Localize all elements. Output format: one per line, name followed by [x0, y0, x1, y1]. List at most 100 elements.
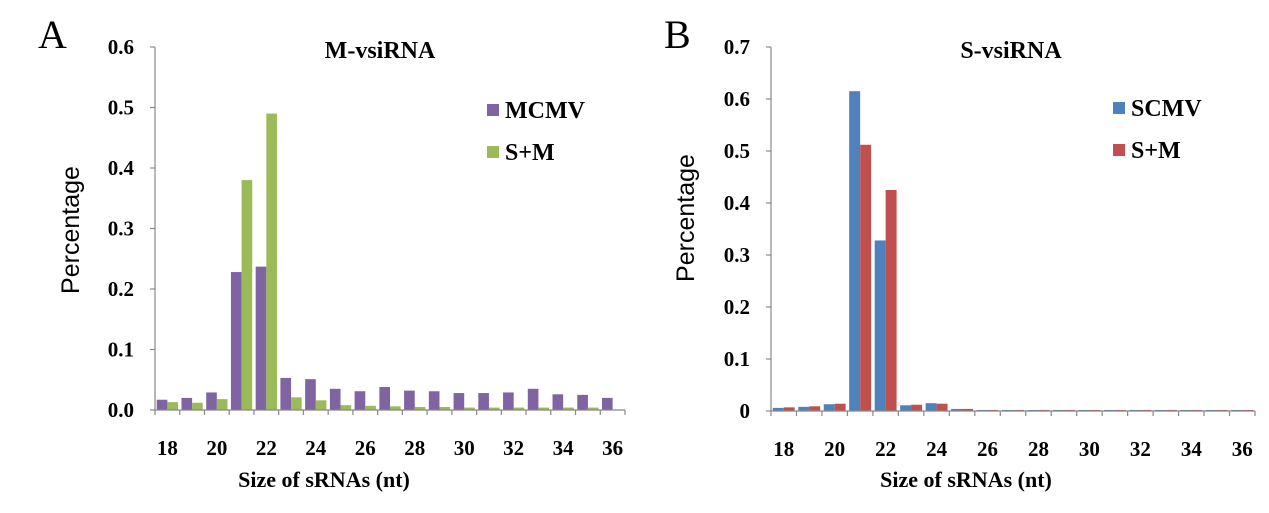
legend-swatch	[487, 104, 499, 116]
bar-scmv-22	[874, 240, 886, 411]
x-tick-label: 20	[824, 437, 845, 461]
x-tick-label: 18	[157, 436, 178, 460]
y-tick-label: 0.4	[108, 156, 135, 180]
bar-mcmv-32	[503, 392, 514, 410]
bar-scmv-19	[798, 406, 810, 411]
x-tick-label: 28	[404, 436, 425, 460]
x-tick-label: 22	[256, 436, 277, 460]
bar-scmv-21	[849, 91, 861, 411]
bar-s-m-23	[291, 397, 302, 410]
legend: MCMV S+M	[487, 98, 586, 166]
x-axis-label: Size of sRNAs (nt)	[238, 467, 410, 492]
x-tick-label: 18	[773, 437, 794, 461]
chart-title: S-vsiRNA	[960, 38, 1062, 64]
bar-mcmv-36	[601, 397, 613, 410]
x-tick-label: 26	[977, 437, 998, 461]
y-tick-label: 0.2	[724, 295, 750, 319]
bar-s-m-27	[390, 406, 401, 410]
bar-mcmv-28	[404, 390, 415, 410]
y-tick-label: 0.4	[724, 191, 751, 215]
x-tick-label: 30	[454, 436, 475, 460]
legend-label: S+M	[505, 140, 555, 166]
y-tick-label: 0	[740, 399, 751, 423]
x-axis-label: Size of sRNAs (nt)	[880, 467, 1052, 492]
x-tick-label: 32	[503, 436, 524, 460]
panel-b: B S-vsiRNA Percentage Size of sRNAs (nt)…	[664, 12, 1256, 492]
bar-mcmv-18	[156, 399, 168, 410]
bar-s-m-25	[340, 405, 352, 410]
x-tick-label: 30	[1079, 437, 1100, 461]
legend-label: SCMV	[1131, 96, 1202, 122]
bar-s-m-24	[936, 403, 948, 411]
x-tick-label: 32	[1130, 437, 1151, 461]
panel-a: A M-vsiRNA Percentage Size of sRNAs (nt)…	[38, 12, 626, 492]
bar-s-m-22	[885, 190, 897, 411]
bars	[772, 91, 1254, 411]
bar-s-m-25	[962, 408, 973, 411]
bar-mcmv-31	[478, 393, 489, 410]
bar-scmv-25	[951, 408, 963, 411]
y-tick-label: 0.6	[724, 87, 750, 111]
y-tick-label: 0.1	[724, 347, 750, 371]
y-tick-label: 0.6	[108, 35, 134, 59]
bar-mcmv-26	[354, 391, 366, 410]
bar-s-m-18	[783, 407, 795, 411]
bar-mcmv-33	[527, 388, 539, 410]
legend-label: S+M	[1131, 138, 1181, 164]
bar-s-m-18	[167, 402, 179, 410]
bars	[156, 113, 613, 411]
bar-s-m-22	[266, 113, 277, 411]
x-tick-label: 26	[355, 436, 376, 460]
axes	[766, 46, 1256, 416]
y-axis-label: Percentage	[57, 166, 85, 294]
bar-mcmv-27	[379, 387, 390, 410]
bar-mcmv-19	[181, 397, 193, 410]
x-tick-label: 20	[206, 436, 227, 460]
bar-s-m-32	[513, 407, 525, 410]
panel-letter: A	[38, 12, 67, 57]
legend-swatch	[1113, 102, 1125, 114]
y-axis-label: Percentage	[672, 154, 700, 282]
y-tick-label: 0.2	[108, 277, 134, 301]
bar-scmv-23	[900, 405, 912, 411]
x-tick-label: 22	[875, 437, 896, 461]
bar-s-m-19	[192, 402, 203, 410]
bar-s-m-34	[563, 407, 574, 410]
chart-title: M-vsiRNA	[325, 38, 436, 64]
legend-swatch	[487, 146, 499, 158]
bar-s-m-24	[315, 400, 327, 410]
legend-swatch	[1113, 144, 1125, 156]
legend-label: MCMV	[505, 98, 586, 124]
bar-s-m-21	[860, 144, 872, 411]
bar-scmv-20	[823, 404, 835, 411]
bar-s-m-19	[809, 406, 821, 411]
bar-s-m-28	[414, 406, 426, 410]
bar-mcmv-24	[305, 379, 316, 410]
bar-s-m-23	[911, 404, 923, 411]
x-tick-label: 28	[1028, 437, 1049, 461]
bar-scmv-18	[772, 407, 784, 411]
bar-s-m-29	[439, 406, 451, 410]
bar-s-m-33	[538, 407, 550, 410]
bar-mcmv-35	[577, 394, 588, 411]
x-tick-label: 36	[1232, 437, 1253, 461]
bar-mcmv-29	[428, 391, 440, 410]
x-tick-label: 36	[602, 436, 623, 460]
axes	[150, 46, 626, 415]
y-tick-label: 0.1	[108, 338, 134, 362]
y-tick-labels: 0.0 0.1 0.2 0.3 0.4 0.5 0.6	[108, 35, 135, 422]
bar-s-m-30	[464, 407, 475, 410]
bar-mcmv-20	[206, 392, 217, 410]
bar-mcmv-21	[230, 272, 242, 410]
y-tick-labels: 0 0.1 0.2 0.3 0.4 0.5 0.6 0.7	[724, 35, 751, 423]
x-tick-label: 24	[926, 437, 948, 461]
y-tick-label: 0.7	[724, 35, 750, 59]
x-tick-label: 34	[553, 436, 575, 460]
y-tick-label: 0.5	[108, 96, 134, 120]
bar-mcmv-23	[280, 377, 292, 410]
bar-s-m-26	[365, 405, 376, 410]
bar-s-m-31	[488, 407, 500, 410]
bar-s-m-21	[241, 180, 253, 410]
x-tick-label: 34	[1181, 437, 1203, 461]
